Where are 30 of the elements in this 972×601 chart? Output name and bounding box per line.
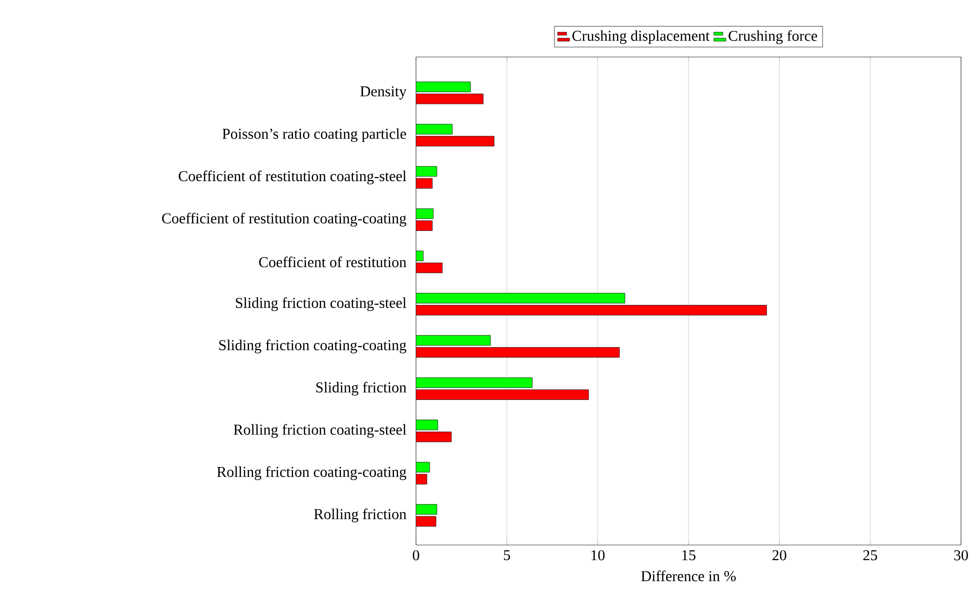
x-tick-label: 5 — [504, 550, 510, 560]
y-tick-label: Density — [360, 86, 406, 100]
bar — [416, 124, 453, 134]
y-tick-label: Coefficient of restitution coating-coating — [162, 212, 406, 227]
bar — [416, 462, 430, 472]
legend-label: Crushing displacement — [572, 30, 710, 44]
x-axis-title: Difference in % — [641, 570, 736, 582]
x-tick-label: 20 — [772, 550, 786, 560]
legend-label: Crushing force — [728, 30, 818, 44]
y-tick-label: Rolling friction — [314, 508, 406, 522]
x-tick-label: 10 — [591, 550, 605, 560]
bar — [416, 292, 626, 304]
y-tick-label: Coefficient of restitution — [259, 256, 406, 268]
y-tick-label: Rolling friction coating-coating — [217, 466, 406, 480]
x-tick-label: 15 — [682, 550, 696, 560]
x-tick-label: 25 — [863, 550, 878, 560]
bar — [416, 420, 438, 430]
bar — [416, 335, 491, 346]
y-tick-label: Sliding friction coating-coating — [219, 340, 406, 354]
bar — [416, 166, 438, 177]
bar — [416, 208, 434, 219]
bar — [416, 377, 532, 388]
bar — [416, 82, 471, 92]
y-tick-label: Coefficient of restitution coating-steel — [178, 170, 406, 184]
y-tick-label: Sliding friction — [316, 382, 406, 396]
y-tick-label: Poisson’s ratio coating particle — [222, 128, 406, 142]
y-tick-label: Sliding friction coating-steel — [236, 297, 406, 312]
y-tick-label: Rolling friction coating-steel — [234, 424, 406, 438]
x-tick-label: 0 — [412, 550, 420, 560]
x-tick-label: 30 — [954, 550, 968, 560]
